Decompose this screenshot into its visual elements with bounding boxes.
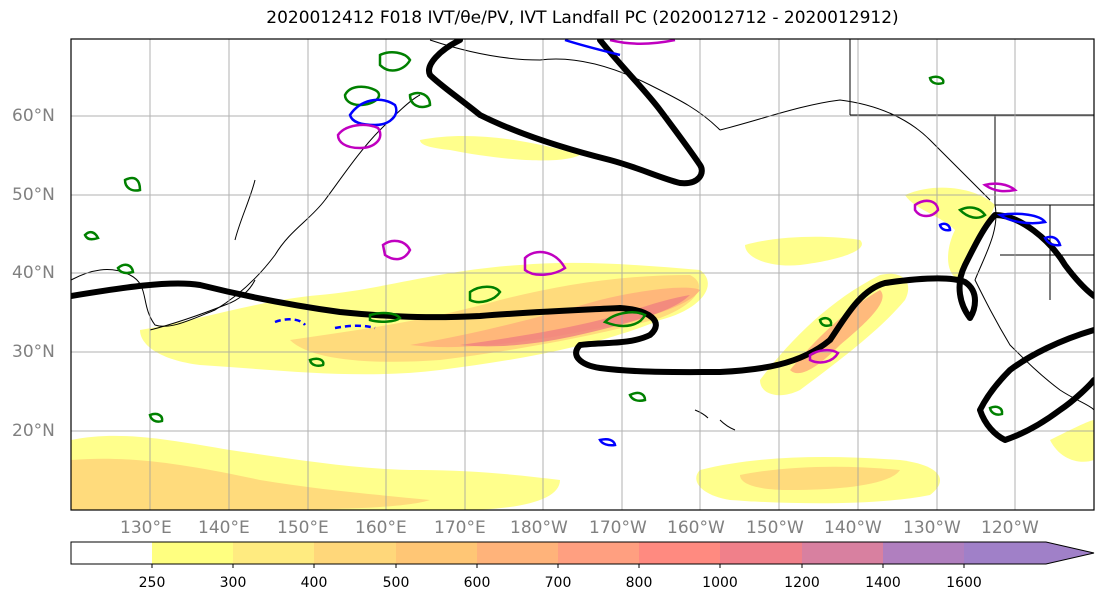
pv-contours-magenta (336, 39, 1018, 364)
lon-label-140e: 140°E (198, 518, 250, 538)
lat-label-40n: 40°N (12, 263, 55, 283)
lon-label-170w: 170°W (589, 518, 647, 538)
colorbar-label-500: 500 (382, 575, 410, 591)
graticule (71, 39, 1094, 510)
lon-label-130w: 130°W (903, 518, 961, 538)
colorbar-label-600: 600 (463, 575, 491, 591)
colorbar-label-800: 800 (625, 575, 653, 591)
lon-label-150e: 150°E (277, 518, 329, 538)
lon-label-160e: 160°E (355, 518, 407, 538)
colorbar (70, 541, 1095, 568)
map-frame (70, 38, 1095, 511)
lon-label-120w: 120°W (981, 518, 1039, 538)
ivt-shading (71, 135, 1094, 510)
colorbar-label-300: 300 (219, 575, 247, 591)
colorbar-label-250: 250 (138, 575, 166, 591)
lon-label-130e: 130°E (120, 518, 172, 538)
coastlines (71, 39, 1094, 431)
lat-label-20n: 20°N (12, 421, 55, 441)
lat-label-30n: 30°N (12, 342, 55, 362)
lon-label-160w: 160°W (667, 518, 725, 538)
landfall-pc-contours (71, 39, 1094, 443)
pv-contours-blue (274, 39, 1062, 447)
lon-label-140w: 140°W (824, 518, 882, 538)
map-title: 2020012412 F018 IVT/θe/PV, IVT Landfall … (266, 8, 899, 28)
colorbar-label-1200: 1200 (784, 575, 820, 591)
lon-label-170e: 170°E (434, 518, 486, 538)
colorbar-label-1400: 1400 (865, 575, 901, 591)
lat-label-60n: 60°N (12, 106, 55, 126)
colorbar-label-700: 700 (544, 575, 572, 591)
colorbar-label-1000: 1000 (702, 575, 738, 591)
lon-label-150w: 150°W (746, 518, 804, 538)
colorbar-label-400: 400 (300, 575, 328, 591)
theta-e-contours (83, 51, 1004, 423)
lat-label-50n: 50°N (12, 185, 55, 205)
colorbar-label-1600: 1600 (946, 575, 982, 591)
lon-label-180w: 180°W (510, 518, 568, 538)
